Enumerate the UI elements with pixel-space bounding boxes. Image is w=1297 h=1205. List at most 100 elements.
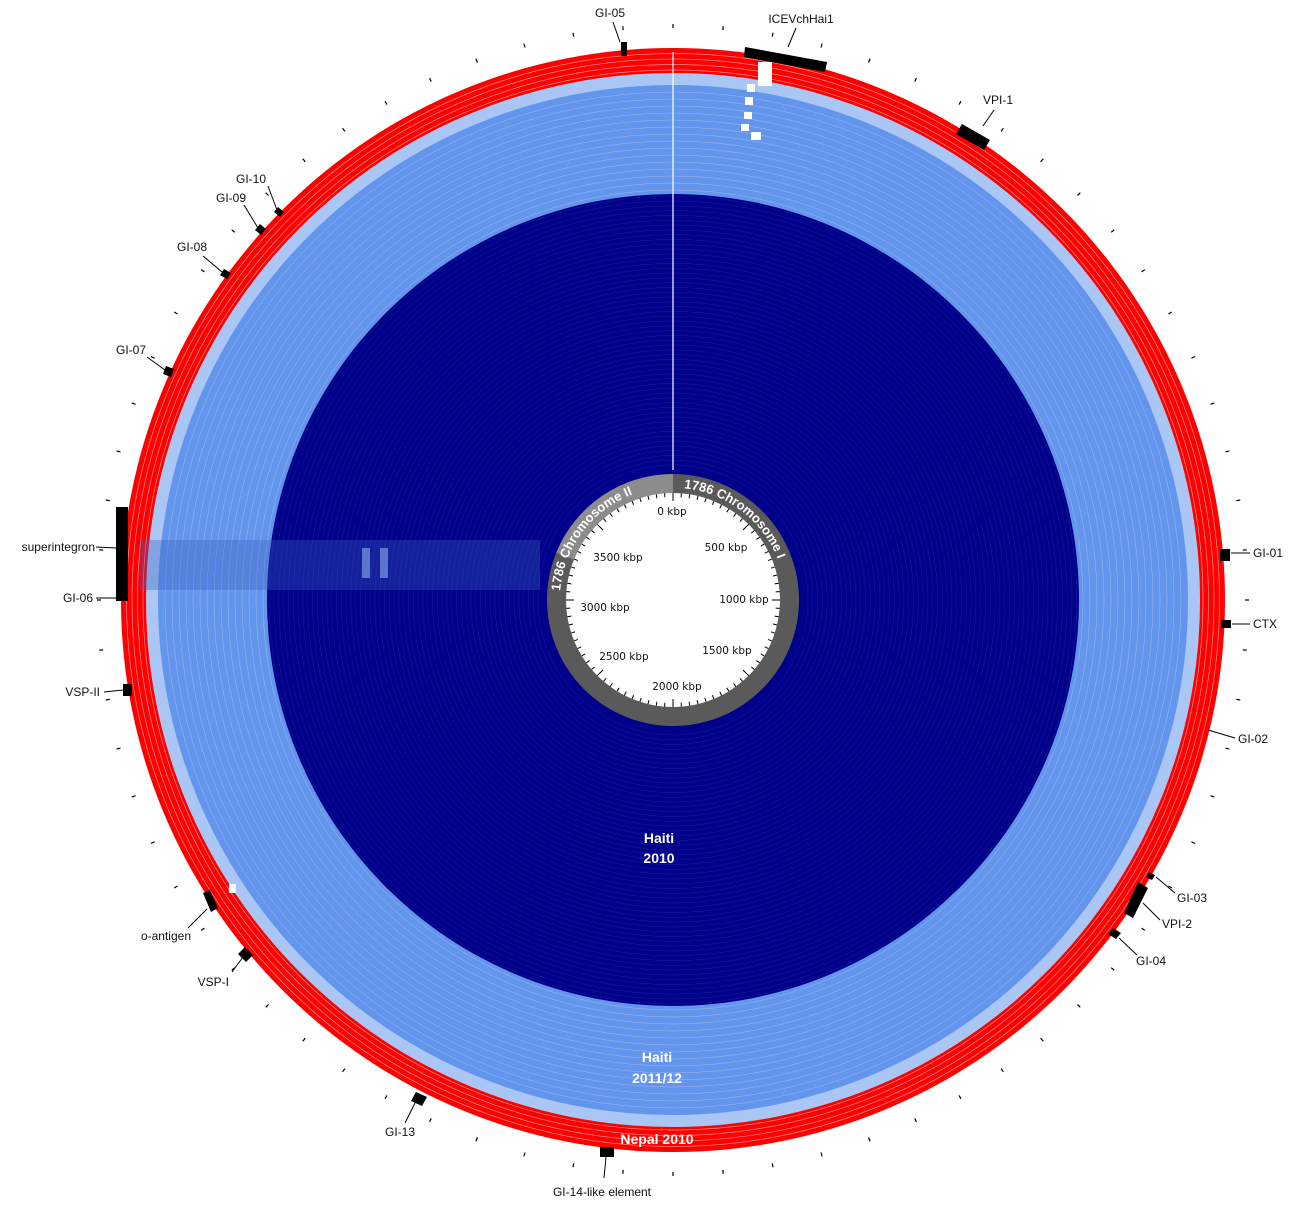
scale-tick xyxy=(647,700,650,705)
outer-tick xyxy=(1141,927,1146,931)
outer-tick xyxy=(475,58,478,63)
region-label-gi-03: GI-03 xyxy=(1177,891,1207,905)
scale-tick xyxy=(586,660,590,664)
scale-tick xyxy=(688,494,691,499)
chromosome-2-arc xyxy=(556,474,673,560)
scale-label-2500: 2500 kbp xyxy=(599,651,649,663)
outer-tick xyxy=(131,402,136,405)
scale-tick xyxy=(571,566,576,569)
scale-tick xyxy=(568,623,573,626)
leader-line xyxy=(1118,937,1138,956)
region-label-gi-07: GI-07 xyxy=(116,343,146,357)
gap-block xyxy=(229,884,236,893)
outer-tick xyxy=(1040,1037,1044,1042)
scale-tick xyxy=(719,691,723,696)
outer-tick xyxy=(265,1004,269,1008)
outer-tick xyxy=(302,1037,306,1042)
scale-tick xyxy=(639,697,642,702)
scale-label-500: 500 kbp xyxy=(705,542,748,554)
scale-tick xyxy=(596,523,604,531)
outer-tick xyxy=(131,795,136,798)
scale-tick xyxy=(774,582,779,585)
leader-line xyxy=(95,546,117,549)
outer-tick xyxy=(384,100,388,105)
region-label-vsp-ii: VSP-II xyxy=(65,685,100,699)
leader-line xyxy=(202,255,223,273)
outer-tick xyxy=(173,311,178,315)
outer-tick xyxy=(231,229,236,233)
chromosome-ticks xyxy=(566,493,780,707)
leader-lines xyxy=(95,21,1250,1179)
leader-line xyxy=(187,908,208,929)
scale-tick xyxy=(655,494,658,499)
scale-tick xyxy=(623,691,627,696)
scale-tick xyxy=(704,498,707,503)
scale-tick xyxy=(581,653,586,657)
scale-tick xyxy=(647,495,650,500)
scale-tick xyxy=(764,550,769,554)
outer-tick xyxy=(1236,698,1241,701)
outer-tick xyxy=(572,1163,575,1168)
scale-tick xyxy=(711,500,715,506)
gap-block xyxy=(758,62,772,86)
region-label-gi-09: GI-09 xyxy=(216,191,246,205)
scale-tick xyxy=(571,631,576,634)
outer-tick xyxy=(150,356,155,359)
leader-line xyxy=(1207,729,1236,739)
scale-tick xyxy=(596,669,604,677)
scale-tick xyxy=(719,504,723,509)
scale-label-3000: 3000 kbp xyxy=(580,602,630,614)
scale-tick xyxy=(739,518,743,523)
leader-line xyxy=(1142,902,1161,921)
gap-block xyxy=(741,124,749,131)
scale-tick xyxy=(577,550,582,554)
outer-tick xyxy=(105,698,110,701)
scale-tick xyxy=(591,530,596,534)
scale-tick xyxy=(773,623,778,626)
scale-tick xyxy=(742,523,750,531)
outer-tick xyxy=(105,499,110,502)
outer-tick xyxy=(150,841,155,844)
scale-label-2000: 2000 kbp xyxy=(652,681,702,693)
region-block-vsp-i xyxy=(238,947,253,962)
region-label-o-antigen: o-antigen xyxy=(141,929,191,943)
scale-tick xyxy=(616,508,620,513)
region-label-icevchhai1: ICEVchHai1 xyxy=(768,12,834,26)
scale-tick xyxy=(577,646,582,650)
region-block-icevchhai1 xyxy=(744,47,827,72)
region-label-gi-05: GI-05 xyxy=(595,6,625,20)
scale-label-0: 0 kbp xyxy=(657,506,687,518)
scale-tick xyxy=(774,615,779,618)
leader-line xyxy=(603,1156,607,1179)
region-block-gi-08 xyxy=(220,269,231,279)
scale-tick xyxy=(639,498,642,503)
scale-tick xyxy=(573,558,579,562)
outer-ticks xyxy=(97,24,1249,1176)
scale-tick xyxy=(567,615,572,618)
outer-tick xyxy=(868,1137,871,1142)
outer-tick xyxy=(1191,356,1196,359)
leader-line xyxy=(404,1102,416,1124)
scale-tick xyxy=(760,653,765,657)
scale-tick xyxy=(760,543,765,547)
region-block-superintegron xyxy=(116,507,128,601)
scale-tick xyxy=(739,677,743,682)
region-label-vpi-2: VPI-2 xyxy=(1162,917,1192,931)
leader-line xyxy=(787,27,797,48)
scale-tick xyxy=(767,638,773,642)
outer-tick xyxy=(1077,192,1081,196)
nepal-2010-label: Nepal 2010 xyxy=(620,1131,693,1147)
outer-tick xyxy=(1225,747,1230,750)
outer-tick xyxy=(116,747,121,750)
scale-tick xyxy=(726,508,730,513)
outer-tick xyxy=(475,1137,478,1142)
outer-tick xyxy=(1168,311,1173,315)
outer-tick xyxy=(1000,1068,1004,1073)
scale-tick xyxy=(750,666,755,670)
scale-tick xyxy=(567,582,572,585)
scale-tick xyxy=(764,646,769,650)
scale-tick xyxy=(688,701,691,706)
chromosome-ring-center xyxy=(566,493,780,707)
region-label-vpi-1: VPI-1 xyxy=(983,93,1013,107)
scale-tick xyxy=(770,631,775,634)
